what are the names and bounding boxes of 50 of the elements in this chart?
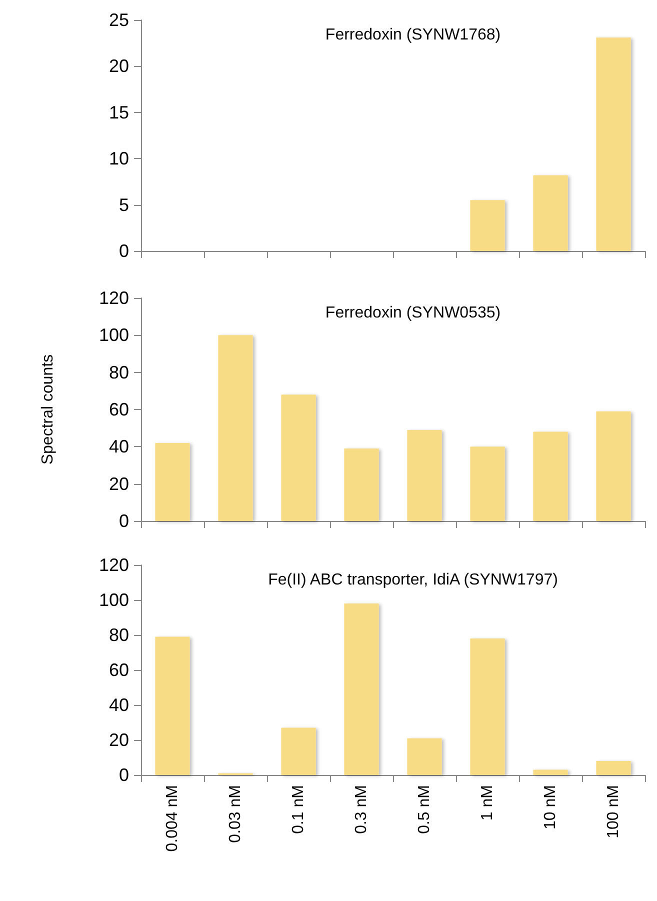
y-tick-label: 40: [108, 436, 129, 457]
y-tick-label: 15: [108, 102, 129, 122]
chart-title: Ferredoxin (SYNW0535): [325, 304, 501, 322]
bar: [470, 638, 505, 775]
bar: [344, 604, 379, 775]
y-tick-label: 5: [118, 194, 129, 215]
y-tick-label: 100: [98, 325, 129, 346]
bar: [281, 394, 316, 521]
chart-title: Fe(II) ABC transporter, IdiA (SYNW1797): [268, 572, 558, 588]
bar: [533, 432, 568, 521]
bar: [155, 442, 190, 521]
chart-title: Ferredoxin (SYNW1768): [325, 26, 501, 44]
x-tick-label: 0.3 nM: [353, 785, 370, 834]
x-tick-label: 10 nM: [542, 785, 559, 830]
y-tick-label: 120: [98, 555, 129, 575]
x-tick-label: 1 nM: [479, 785, 496, 821]
x-tick-label: 0.004 nM: [164, 785, 181, 852]
y-tick-label: 100: [98, 590, 129, 610]
y-tick-label: 0: [118, 511, 129, 531]
y-tick-label: 20: [108, 474, 129, 494]
bar: [596, 761, 631, 775]
x-tick-label: 0.1 nM: [290, 785, 307, 834]
y-tick-label: 80: [108, 625, 129, 645]
x-tick-label: 0.03 nM: [227, 785, 244, 843]
x-tick-label: 100 nM: [605, 785, 622, 838]
bar: [596, 38, 631, 251]
y-tick-label: 60: [108, 400, 129, 420]
y-tick-label: 40: [108, 695, 129, 715]
bar: [218, 335, 253, 521]
y-tick-label: 0: [118, 241, 129, 261]
bar: [470, 200, 505, 251]
y-tick-label: 60: [108, 660, 129, 680]
bar: [281, 728, 316, 775]
y-tick-label: 25: [108, 10, 129, 30]
y-tick-label: 20: [108, 730, 129, 750]
x-tick-label: 0.5 nM: [416, 785, 433, 834]
bar: [596, 411, 631, 521]
bar: [155, 636, 190, 775]
y-tick-label: 10: [108, 148, 129, 169]
y-axis-title: Spectral counts: [40, 354, 56, 465]
bar: [470, 446, 505, 521]
y-tick-label: 80: [108, 362, 129, 382]
bar: [533, 770, 568, 775]
y-tick-label: 0: [118, 765, 129, 785]
bar: [533, 175, 568, 251]
bar: [407, 430, 442, 521]
y-tick-label: 20: [108, 56, 129, 76]
bar: [344, 448, 379, 521]
bar: [407, 738, 442, 775]
y-tick-label: 120: [98, 288, 129, 308]
